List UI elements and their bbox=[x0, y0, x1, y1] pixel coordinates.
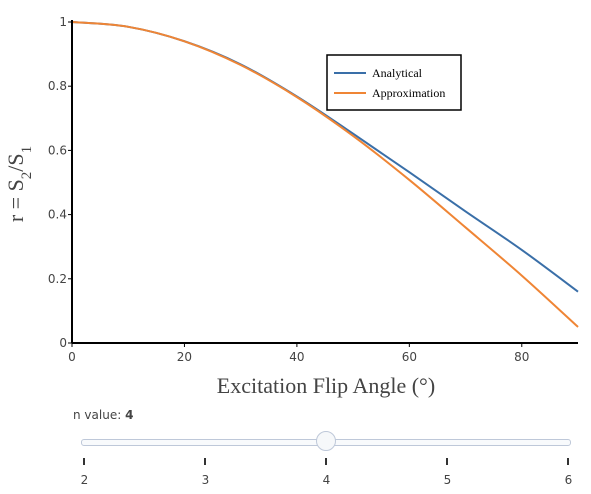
legend-label-analytical: Analytical bbox=[372, 66, 423, 80]
x-tick-label: 0 bbox=[68, 350, 76, 364]
series-line-analytical bbox=[71, 21, 579, 293]
slider-tick-mark bbox=[445, 458, 448, 465]
y-axis-title: r = S2/S1 bbox=[3, 146, 35, 222]
slider-tick-mark bbox=[324, 458, 327, 465]
y-tick-label: 0.8 bbox=[48, 79, 67, 93]
slider-tick-label[interactable]: 2 bbox=[80, 473, 89, 487]
legend-box bbox=[326, 54, 462, 111]
x-tick-label: 60 bbox=[402, 350, 417, 364]
y-tick-label: 0.2 bbox=[48, 272, 67, 286]
line-chart: 0 0.2 0.4 0.6 0.8 1 0 20 40 60 80 Analytical Appr… bbox=[3, 15, 579, 398]
slider-tick-label[interactable]: 6 bbox=[564, 473, 573, 487]
n-value-slider[interactable]: n value: 4 2 3 4 5 6 bbox=[60, 400, 591, 494]
x-tick-label: 80 bbox=[514, 350, 529, 364]
x-axis-title: Excitation Flip Angle (°) bbox=[217, 373, 435, 398]
slider-tick-mark bbox=[566, 458, 569, 465]
y-ticks: 0 0.2 0.4 0.6 0.8 1 bbox=[48, 15, 72, 350]
x-ticks: 0 20 40 60 80 bbox=[68, 343, 529, 364]
axes bbox=[71, 20, 578, 344]
slider-handle[interactable] bbox=[315, 431, 336, 451]
slider-label: n value: 4 bbox=[73, 408, 133, 422]
series-line-approximation bbox=[71, 21, 579, 328]
legend: Analytical Approximation bbox=[326, 54, 462, 111]
y-tick-label: 0.4 bbox=[48, 208, 67, 222]
legend-label-approximation: Approximation bbox=[372, 86, 445, 100]
slider-tick-label[interactable]: 5 bbox=[443, 473, 452, 487]
slider-label-prefix: n value: bbox=[73, 408, 126, 422]
slider-tick-mark bbox=[203, 458, 206, 465]
y-tick-label: 0.6 bbox=[48, 143, 67, 157]
slider-tick-label[interactable]: 4 bbox=[322, 473, 331, 487]
y-tick-label: 1 bbox=[59, 15, 67, 29]
slider-current-value: 4 bbox=[125, 408, 134, 422]
plot-lines bbox=[71, 21, 579, 328]
x-tick-label: 40 bbox=[289, 350, 304, 364]
y-tick-label: 0 bbox=[59, 336, 67, 350]
slider-tick-label[interactable]: 3 bbox=[201, 473, 210, 487]
x-tick-label: 20 bbox=[177, 350, 192, 364]
slider-tick-mark bbox=[82, 458, 85, 465]
